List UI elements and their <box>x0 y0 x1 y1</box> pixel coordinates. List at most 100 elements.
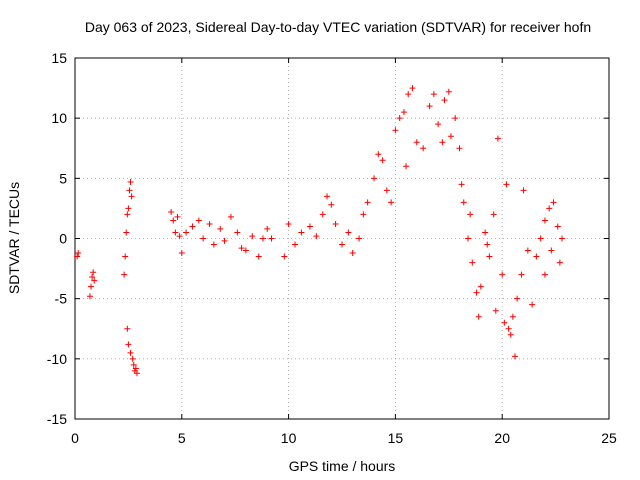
data-point <box>127 178 134 185</box>
data-point <box>91 277 98 284</box>
data-point <box>484 241 491 248</box>
data-point <box>445 88 452 95</box>
data-point <box>371 175 378 182</box>
data-point <box>426 103 433 110</box>
data-point <box>195 217 202 224</box>
data-point <box>227 213 234 220</box>
data-point <box>556 259 563 266</box>
data-point <box>339 241 345 248</box>
data-point <box>281 253 288 260</box>
data-point <box>292 241 299 248</box>
data-point <box>170 217 177 224</box>
x-tick-label: 10 <box>281 430 297 446</box>
data-point <box>242 247 249 254</box>
data-point <box>403 163 410 170</box>
data-point <box>507 331 514 338</box>
data-point <box>200 235 207 242</box>
data-point <box>249 233 256 240</box>
data-point <box>328 201 335 208</box>
data-point <box>452 115 459 122</box>
data-point <box>88 283 95 290</box>
data-point <box>122 253 129 260</box>
data-point <box>477 283 484 290</box>
data-point <box>473 289 480 296</box>
data-point <box>176 233 183 240</box>
y-tick-label: 0 <box>59 231 67 247</box>
data-point <box>492 307 499 314</box>
data-point <box>75 249 82 256</box>
data-point <box>349 249 356 256</box>
data-point <box>396 115 403 122</box>
data-point <box>413 139 420 146</box>
data-point <box>447 133 454 140</box>
grid-lines <box>75 58 609 419</box>
data-point <box>420 145 427 152</box>
data-point <box>559 235 566 242</box>
data-point <box>458 181 465 188</box>
data-point <box>130 361 137 368</box>
data-point <box>392 127 399 134</box>
y-tick-label: -5 <box>55 291 68 307</box>
data-point <box>126 187 133 194</box>
y-tick-label: 15 <box>51 50 67 66</box>
data-point <box>125 341 132 348</box>
data-point <box>405 91 412 98</box>
data-point <box>548 247 555 254</box>
data-point <box>388 199 395 206</box>
data-point <box>490 211 497 218</box>
data-point <box>332 221 339 228</box>
data-point <box>505 325 512 332</box>
data-point <box>482 229 489 236</box>
data-point <box>306 223 313 230</box>
data-point <box>268 235 275 242</box>
data-point <box>319 211 326 218</box>
data-point <box>259 235 266 242</box>
y-tick-label: -10 <box>47 351 67 367</box>
x-tick-label: 5 <box>178 430 186 446</box>
data-point <box>324 193 331 200</box>
x-tick-label: 20 <box>494 430 510 446</box>
data-point <box>518 271 525 278</box>
data-point <box>486 253 493 260</box>
data-point <box>255 253 262 260</box>
data-point <box>503 181 510 188</box>
y-tick-label: 5 <box>59 170 67 186</box>
y-axis-label: SDTVAR / TECUs <box>6 182 22 294</box>
data-point <box>125 205 132 212</box>
data-point <box>183 229 190 236</box>
data-point <box>189 223 196 230</box>
data-point <box>533 253 540 260</box>
data-point <box>217 225 224 232</box>
data-point <box>400 109 407 116</box>
data-point <box>124 325 131 332</box>
y-tick-label: 10 <box>51 110 67 126</box>
data-point <box>499 271 506 278</box>
data-point <box>89 274 96 281</box>
data-point <box>285 221 292 228</box>
data-point <box>238 245 245 252</box>
data-point <box>210 241 217 248</box>
data-point <box>537 235 544 242</box>
data-point <box>132 365 139 372</box>
data-point <box>127 349 134 356</box>
data-point <box>128 193 135 200</box>
data-point <box>313 233 320 240</box>
axis-ticks: 0 5 10 15 20 25 -15 -10 -5 0 5 10 15 <box>47 50 617 446</box>
data-point <box>409 85 416 92</box>
data-point <box>541 217 548 224</box>
data-point <box>546 205 553 212</box>
data-point <box>435 121 442 128</box>
data-point <box>178 249 185 256</box>
data-point <box>356 235 363 242</box>
data-point <box>529 301 536 308</box>
data-point <box>379 157 386 164</box>
data-point <box>512 353 519 360</box>
data-point <box>430 91 437 98</box>
data-point <box>168 209 175 216</box>
data-point <box>439 139 446 146</box>
data-point <box>550 199 557 206</box>
x-tick-label: 15 <box>388 430 404 446</box>
data-point <box>469 259 476 266</box>
data-point <box>133 370 140 377</box>
data-point <box>456 145 463 152</box>
